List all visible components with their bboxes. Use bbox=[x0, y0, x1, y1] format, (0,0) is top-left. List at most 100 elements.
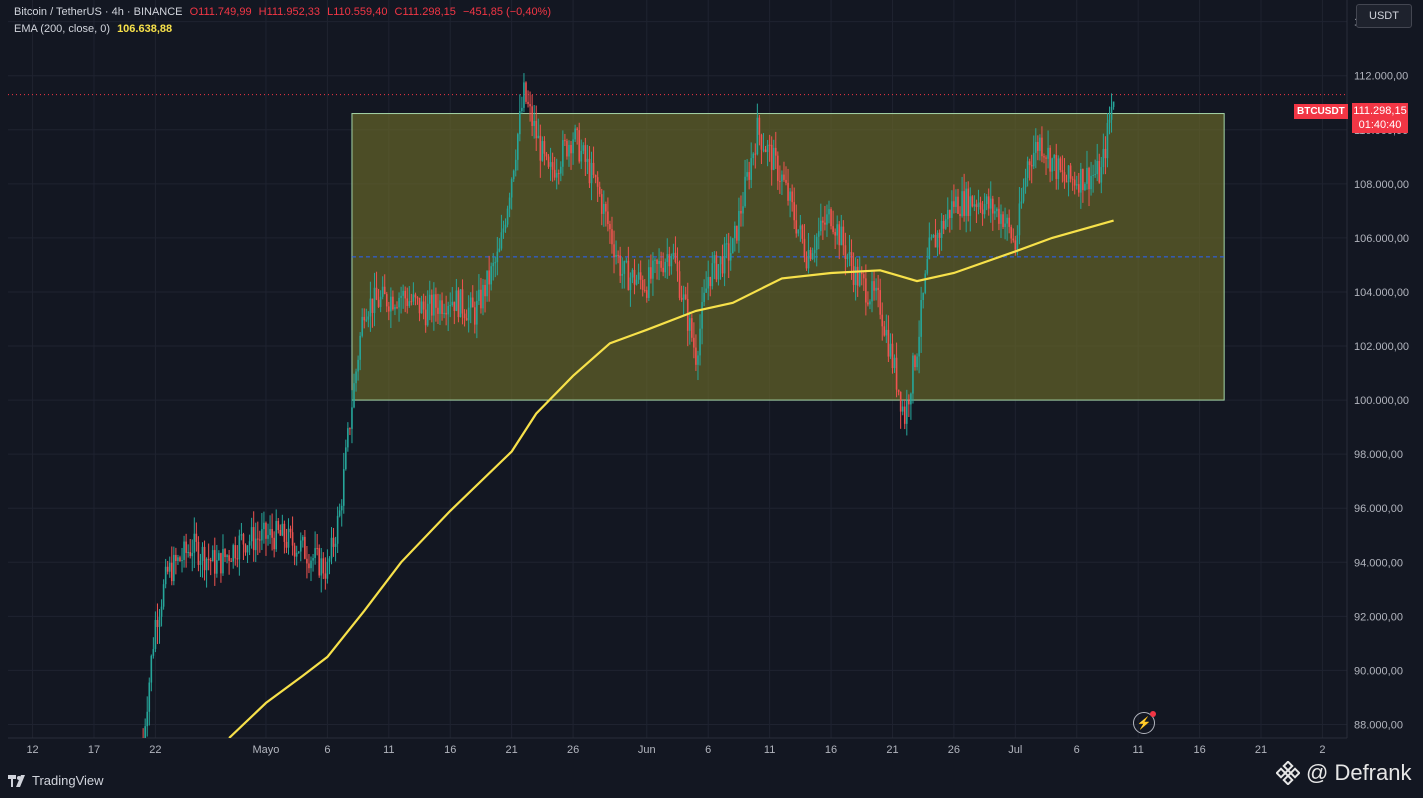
candle bbox=[688, 311, 691, 345]
candle-body bbox=[555, 173, 558, 178]
candle bbox=[304, 530, 306, 560]
candle bbox=[983, 193, 986, 219]
candle-body bbox=[619, 255, 621, 276]
candle-body bbox=[596, 177, 599, 187]
candle bbox=[875, 278, 877, 301]
candle bbox=[559, 161, 562, 182]
candle bbox=[201, 542, 204, 578]
candle-body bbox=[627, 260, 630, 291]
candle-body bbox=[504, 224, 507, 229]
candle-body bbox=[482, 284, 484, 309]
candle-body bbox=[670, 256, 673, 267]
y-tick-label: 112.000,00 bbox=[1354, 71, 1408, 83]
candle bbox=[332, 527, 335, 557]
currency-selector[interactable]: USDT bbox=[1356, 4, 1412, 28]
candle bbox=[463, 309, 466, 327]
candle-body bbox=[768, 144, 771, 146]
candle-body bbox=[1026, 161, 1029, 178]
candle-body bbox=[942, 220, 945, 229]
candle bbox=[920, 286, 922, 353]
candle bbox=[596, 171, 599, 203]
candle bbox=[1051, 157, 1053, 181]
candle-body bbox=[553, 169, 556, 178]
candle-body bbox=[428, 294, 431, 304]
candle-body bbox=[228, 555, 230, 561]
candle-body bbox=[420, 301, 423, 314]
candle-body bbox=[817, 231, 820, 237]
candle bbox=[369, 281, 372, 332]
candle-body bbox=[150, 655, 153, 683]
candle bbox=[400, 286, 402, 314]
candle bbox=[443, 303, 445, 319]
candle-body bbox=[996, 208, 998, 212]
candle-body bbox=[852, 265, 855, 285]
candle-body bbox=[416, 297, 419, 299]
lightning-alert-icon[interactable]: ⚡ bbox=[1133, 711, 1156, 734]
candle-body bbox=[1047, 147, 1049, 159]
candle bbox=[553, 156, 556, 181]
candle-body bbox=[285, 541, 288, 548]
candle-body bbox=[955, 196, 957, 207]
candle-body bbox=[631, 269, 634, 278]
candle-body bbox=[846, 255, 849, 260]
candle bbox=[228, 549, 230, 575]
candle bbox=[619, 246, 621, 283]
candle bbox=[650, 254, 652, 284]
candle bbox=[627, 246, 630, 291]
candle-body bbox=[514, 159, 517, 171]
candle-body bbox=[297, 551, 300, 553]
candle bbox=[926, 247, 929, 276]
candle bbox=[412, 282, 415, 306]
candle-body bbox=[783, 174, 785, 180]
candle-body bbox=[940, 220, 943, 238]
candle-body bbox=[609, 223, 611, 230]
candle-body bbox=[500, 232, 503, 249]
candle-body bbox=[310, 560, 312, 569]
candle-body bbox=[672, 252, 675, 257]
candle-body bbox=[361, 316, 364, 336]
candle-body bbox=[736, 225, 738, 241]
candle-body bbox=[895, 357, 898, 390]
candle-body bbox=[582, 145, 585, 151]
candle-body bbox=[478, 289, 480, 301]
candle bbox=[1086, 150, 1088, 190]
candle bbox=[478, 274, 480, 305]
candle bbox=[490, 262, 492, 291]
candle bbox=[748, 161, 750, 190]
candle-body bbox=[1018, 203, 1021, 236]
candle bbox=[664, 258, 667, 279]
ema-legend[interactable]: EMA (200, close, 0) 106.638,88 bbox=[14, 23, 176, 35]
candle-body bbox=[197, 541, 200, 565]
candle-body bbox=[897, 389, 900, 392]
candle bbox=[1026, 156, 1029, 187]
candle bbox=[666, 238, 669, 279]
candle bbox=[160, 599, 163, 627]
candle-body bbox=[410, 301, 413, 303]
candle-body bbox=[449, 305, 452, 307]
candle bbox=[457, 287, 460, 323]
candle bbox=[609, 220, 611, 244]
candle bbox=[744, 159, 746, 208]
candle-body bbox=[336, 515, 339, 544]
candle-body bbox=[275, 520, 278, 550]
candle bbox=[543, 136, 546, 166]
candle-body bbox=[564, 140, 566, 142]
candle bbox=[908, 394, 910, 417]
tradingview-brand[interactable]: TradingView bbox=[8, 773, 104, 788]
candle-body bbox=[431, 294, 433, 316]
x-tick-label: 11 bbox=[764, 744, 775, 756]
candle-body bbox=[1094, 174, 1096, 176]
candle bbox=[957, 188, 959, 215]
candle-body bbox=[668, 254, 671, 267]
candle-body bbox=[287, 528, 290, 548]
candle-body bbox=[433, 294, 435, 316]
candle-body bbox=[756, 117, 759, 155]
candle bbox=[633, 259, 636, 295]
candle bbox=[392, 290, 394, 311]
candle-body bbox=[461, 289, 464, 314]
candle-body bbox=[584, 145, 587, 162]
y-tick-label: 92.000,00 bbox=[1354, 611, 1403, 623]
candle bbox=[807, 232, 810, 274]
candle-body bbox=[426, 303, 429, 326]
